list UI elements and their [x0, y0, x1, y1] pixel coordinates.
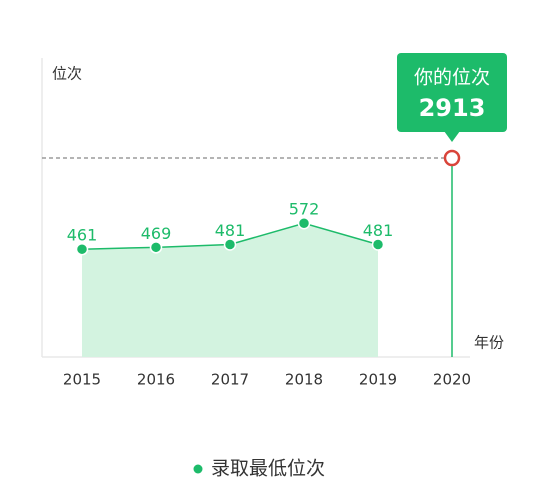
data-label: 461	[67, 226, 98, 245]
x-tick-label: 2017	[211, 371, 249, 389]
legend-marker	[193, 464, 203, 474]
x-tick-label: 2018	[285, 371, 323, 389]
tooltip-pointer	[444, 131, 460, 142]
x-tick-label: 2015	[63, 371, 101, 389]
point	[75, 242, 89, 256]
area	[82, 223, 378, 357]
legend-label: 录取最低位次	[211, 458, 325, 480]
x-tick-label: 2020	[433, 371, 471, 389]
data-label: 572	[289, 200, 320, 219]
point	[223, 238, 237, 251]
tooltip-title: 你的位次	[414, 67, 490, 89]
x-axis-label: 年份	[474, 334, 504, 352]
data-label: 481	[363, 221, 394, 240]
rank-marker	[443, 149, 461, 167]
point	[371, 238, 385, 251]
data-label: 481	[215, 221, 246, 240]
tooltip-box	[397, 53, 507, 132]
x-tick-label: 2016	[137, 371, 175, 389]
data-label: 469	[141, 224, 172, 243]
point	[149, 241, 163, 254]
point	[297, 216, 311, 230]
y-axis-label: 位次	[52, 65, 82, 83]
x-tick-label: 2019	[359, 371, 397, 389]
tooltip-value: 2913	[419, 94, 486, 122]
